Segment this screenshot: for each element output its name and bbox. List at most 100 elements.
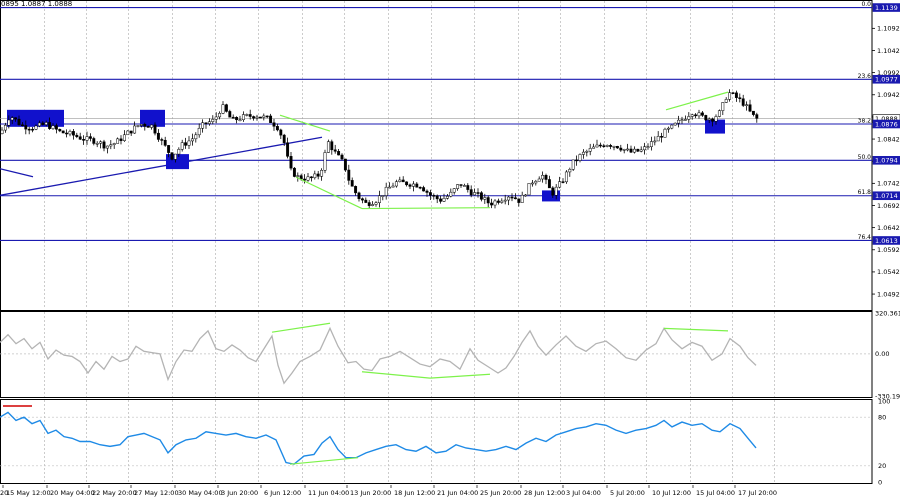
candle-body <box>197 127 201 136</box>
price-tick-label: 1.0842 <box>877 135 900 143</box>
candle-body <box>92 138 96 144</box>
candle-body <box>330 141 334 151</box>
fibonacci-level-label: 76.4 <box>858 234 872 241</box>
candle-body <box>347 169 351 181</box>
candle-body <box>541 175 545 180</box>
price-tick-label: 1.0692 <box>877 202 900 210</box>
candle-body <box>221 104 225 114</box>
chart-header-text: 0895 1.0887 1.0888 <box>1 0 73 8</box>
candle-body <box>7 119 11 126</box>
candle-body <box>3 125 7 131</box>
candle-body <box>432 195 436 197</box>
candle-body <box>442 198 446 202</box>
candle-body <box>530 182 534 185</box>
candle-body <box>170 152 174 160</box>
x-tick-label: 30 May 04:00 <box>178 489 223 497</box>
candle-body <box>296 175 300 177</box>
price-tick-label: 1.0642 <box>877 224 900 232</box>
rsi-tick-label: 80 <box>878 414 886 422</box>
candle-body <box>595 144 599 148</box>
candle-body <box>636 148 640 152</box>
candle-body <box>258 116 262 119</box>
candle-body <box>224 104 228 112</box>
candle-body <box>316 173 320 177</box>
candle-body <box>714 116 718 122</box>
candle-body <box>666 127 670 130</box>
x-tick-label: 20 May 04:00 <box>50 489 95 497</box>
candle-body <box>683 119 687 121</box>
candle-body <box>367 202 371 206</box>
candle-body <box>734 92 738 98</box>
candle-body <box>289 156 293 169</box>
candle-body <box>435 195 439 200</box>
candle-body <box>235 117 239 121</box>
candle-body <box>609 145 613 147</box>
candle-body <box>95 142 99 145</box>
candle-body <box>320 170 324 177</box>
candle-body <box>476 192 480 194</box>
candle-body <box>252 116 256 119</box>
candle-body <box>204 122 208 124</box>
candle-body <box>360 198 364 201</box>
candle-body <box>462 185 466 187</box>
candle-body <box>167 145 171 153</box>
divergence-line <box>279 114 331 132</box>
candle-body <box>82 139 86 141</box>
candle-body <box>554 186 558 196</box>
candle-body <box>122 134 126 141</box>
candle-body <box>357 192 361 199</box>
candle-body <box>503 199 507 202</box>
candle-body <box>456 184 460 189</box>
x-tick-label: 13 Jun 20:00 <box>350 489 391 497</box>
candle-body <box>133 125 137 134</box>
candle-body <box>248 114 252 117</box>
candle-body <box>207 121 211 124</box>
rsi-tick-label: 20 <box>878 462 886 470</box>
rsi-divergence-line <box>289 457 359 465</box>
candle-body <box>238 119 242 122</box>
x-tick-label: 15 Jul 04:00 <box>696 489 735 497</box>
candle-body <box>394 181 398 187</box>
cci-tick-label: 320.3615 <box>875 309 900 317</box>
candle-body <box>146 126 150 128</box>
candle-body <box>340 154 344 160</box>
candle-body <box>643 146 647 151</box>
candle-body <box>724 99 728 103</box>
candle-body <box>116 138 120 144</box>
candle-body <box>588 148 592 152</box>
rising-trendline <box>0 136 323 196</box>
x-tick-label: 17 Jul 20:00 <box>738 489 777 497</box>
candle-body <box>496 200 500 203</box>
candle-body <box>398 179 402 182</box>
candle-body <box>622 149 626 151</box>
candle-body <box>262 115 266 118</box>
rsi-line <box>0 411 757 465</box>
candle-body <box>65 132 69 135</box>
candle-body <box>558 181 562 188</box>
candle-body <box>663 128 667 138</box>
support-resistance-zone <box>542 190 560 202</box>
candle-body <box>354 186 358 194</box>
price-tag-box <box>872 191 900 201</box>
cci-panel-frame <box>0 311 873 398</box>
cci-divergence-line <box>271 322 331 333</box>
candle-body <box>88 136 92 139</box>
price-tag-label: 1.0876 <box>875 120 898 128</box>
candle-body <box>286 142 290 157</box>
support-resistance-zone <box>166 154 189 170</box>
candle-body <box>680 119 684 121</box>
candle-body <box>190 138 194 142</box>
candle-body <box>150 124 154 128</box>
candle-body <box>517 198 521 203</box>
price-tick-label: 1.1042 <box>877 47 900 55</box>
candle-body <box>343 158 347 171</box>
x-tick-label: 3 Jul 04:00 <box>566 489 601 497</box>
candle-body <box>537 178 541 182</box>
fibonacci-level-label: 50.0 <box>858 154 872 161</box>
candle-body <box>711 118 715 122</box>
candle-body <box>700 112 704 116</box>
candle-body <box>350 180 354 187</box>
candle-body <box>486 197 490 204</box>
candle-body <box>10 117 14 121</box>
candle-body <box>105 145 109 149</box>
